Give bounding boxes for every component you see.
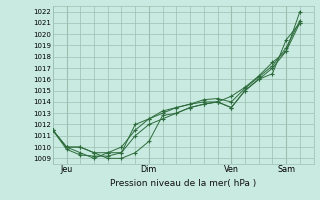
X-axis label: Pression niveau de la mer( hPa ): Pression niveau de la mer( hPa ) bbox=[110, 179, 256, 188]
